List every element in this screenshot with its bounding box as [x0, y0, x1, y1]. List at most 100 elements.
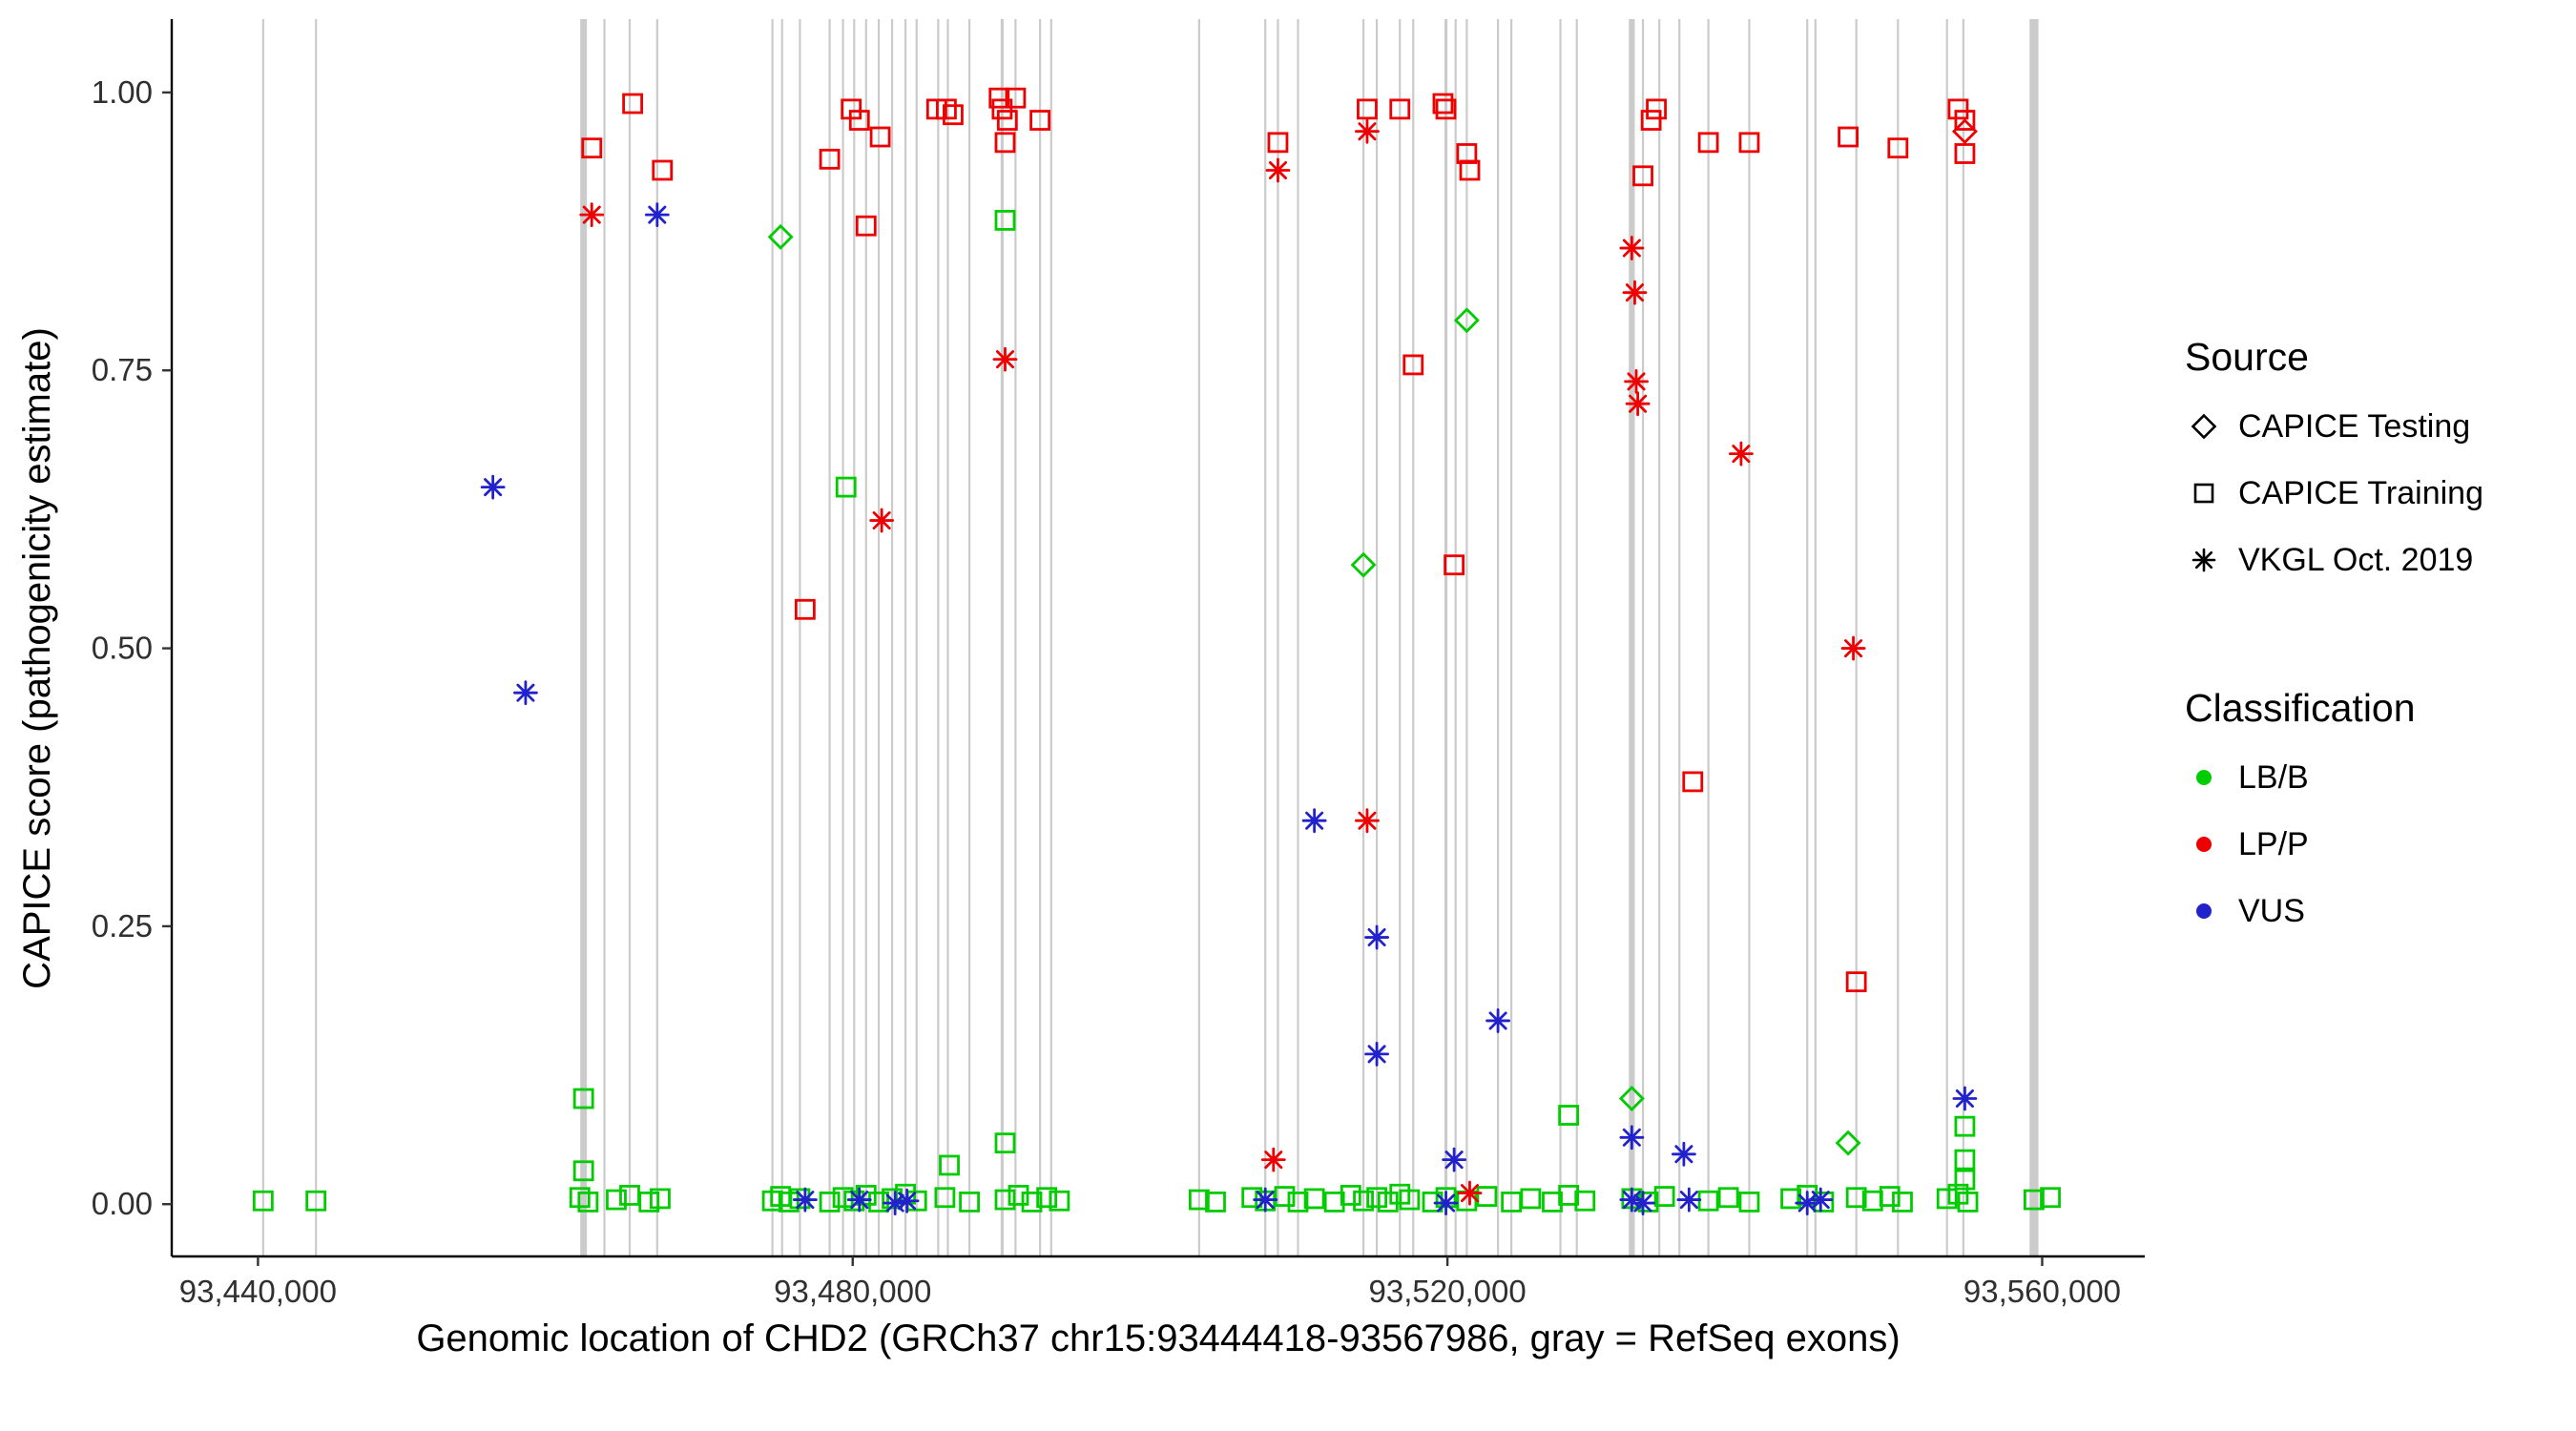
y-axis-title: CAPICE score (pathogenicity estimate): [16, 327, 58, 989]
point-square: [1954, 1169, 1976, 1191]
point-asterisk: [894, 1188, 920, 1213]
diamond-icon: [2191, 413, 2217, 440]
exon-line: [315, 19, 318, 1256]
point-square: [1036, 1187, 1058, 1209]
point-square: [1542, 1191, 1563, 1213]
exon-line: [1658, 19, 1661, 1256]
point-square: [1008, 1185, 1029, 1206]
point-asterisk: [644, 202, 670, 227]
point-square: [1274, 1186, 1296, 1207]
point-asterisk: [1728, 441, 1754, 467]
point-asterisk: [992, 346, 1018, 372]
exon-line: [1000, 19, 1004, 1256]
green-dot-icon: [2196, 770, 2212, 785]
exon-line: [780, 19, 783, 1256]
exon-line: [828, 19, 831, 1256]
point-diamond: [1951, 118, 1978, 145]
point-square: [1954, 143, 1976, 164]
y-tick-label: 0.00: [92, 1186, 153, 1221]
exon-line: [1197, 19, 1200, 1256]
exon-line: [799, 19, 801, 1256]
exon-line: [904, 19, 907, 1256]
exon-line: [915, 19, 918, 1256]
point-square: [1353, 1190, 1374, 1212]
point-asterisk: [1619, 1125, 1645, 1151]
point-square: [2023, 1189, 2045, 1211]
asterisk-icon: [2192, 548, 2216, 572]
exon-line: [1897, 19, 1900, 1256]
point-square: [1697, 132, 1719, 154]
point-square: [994, 132, 1016, 154]
exon-line: [864, 19, 867, 1256]
point-square: [1029, 110, 1051, 131]
exon-line: [937, 19, 940, 1256]
point-square: [994, 1132, 1016, 1154]
point-square: [1357, 98, 1378, 120]
x-tick-label: 93,520,000: [1369, 1274, 1527, 1309]
exon-line: [1962, 19, 1964, 1256]
legend-label-vus: VUS: [2238, 892, 2305, 929]
point-square: [1682, 771, 1704, 793]
point-square: [1389, 98, 1411, 120]
data-points: [252, 87, 2061, 1215]
point-asterisk: [792, 1187, 818, 1213]
point-square: [855, 215, 877, 237]
y-tick-label: 1.00: [92, 74, 153, 110]
point-square: [855, 1185, 877, 1206]
point-square: [1456, 143, 1478, 164]
point-square: [934, 1187, 956, 1209]
exon-line: [1375, 19, 1379, 1256]
exon-line: [1264, 19, 1267, 1256]
point-square: [1954, 1115, 1976, 1137]
point-square: [1892, 1191, 1913, 1213]
legend-item-vkgl: VKGL Oct. 2019: [2185, 527, 2566, 593]
x-tick-label: 93,560,000: [1963, 1274, 2121, 1309]
point-asterisk: [1619, 236, 1645, 260]
point-square: [1574, 1190, 1596, 1212]
point-square: [1954, 1149, 1976, 1171]
legend-item-vus: VUS: [2185, 878, 2566, 944]
point-square: [1887, 137, 1909, 159]
exon-line: [967, 19, 971, 1256]
point-square: [1936, 1188, 1958, 1210]
point-square: [996, 110, 1018, 131]
point-asterisk: [1631, 1191, 1655, 1215]
point-square: [1267, 132, 1289, 154]
exon-line: [1806, 19, 1809, 1256]
point-square: [652, 159, 674, 181]
point-square: [1323, 1191, 1345, 1213]
exon-line: [771, 19, 774, 1256]
point-square: [1558, 1185, 1580, 1206]
point-diamond: [1618, 1086, 1645, 1111]
point-square: [1340, 1185, 1361, 1206]
blue-dot-icon: [2196, 903, 2212, 919]
point-square: [794, 598, 816, 620]
axes: 93,440,000 93,480,000 93,520,000 93,560,000…: [92, 19, 2145, 1309]
exon-line: [1814, 19, 1817, 1256]
point-diamond: [1835, 1130, 1861, 1156]
legend: Source CAPICE Testing CAPICE Training: [2185, 334, 2566, 944]
point-square: [581, 137, 603, 159]
point-square: [943, 104, 964, 126]
exon-line: [841, 19, 844, 1256]
point-square: [1780, 1188, 1802, 1210]
point-asterisk: [1625, 391, 1651, 417]
point-square: [1653, 1186, 1675, 1207]
exon-line: [1412, 19, 1415, 1256]
exon-line: [877, 19, 881, 1256]
point-asterisk: [1808, 1187, 1834, 1213]
exon-line: [1559, 19, 1562, 1256]
point-asterisk: [480, 474, 506, 500]
point-diamond: [767, 223, 794, 250]
exon-line: [1014, 19, 1017, 1256]
exon-line: [1748, 19, 1751, 1256]
point-asterisk: [1676, 1187, 1702, 1213]
legend-classification-group: Classification LB/B LP/P VUS: [2185, 685, 2566, 944]
point-square: [1838, 126, 1859, 148]
legend-item-capice-training: CAPICE Training: [2185, 460, 2566, 527]
y-tick-label: 0.25: [92, 908, 153, 944]
point-asterisk: [1840, 635, 1866, 661]
point-square: [869, 126, 891, 148]
point-square: [606, 1189, 627, 1211]
